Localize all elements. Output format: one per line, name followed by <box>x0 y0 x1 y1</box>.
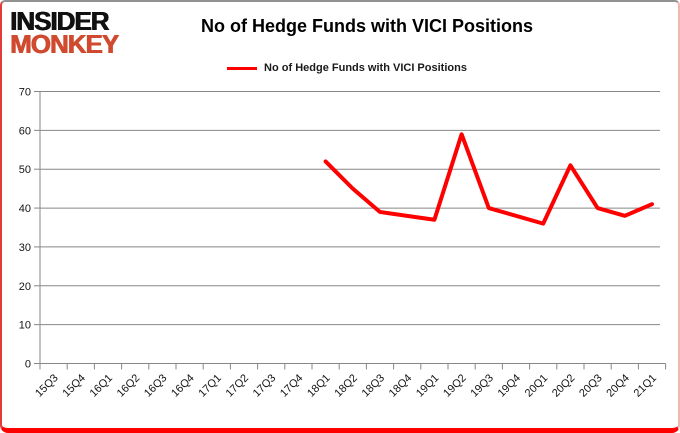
y-tick-label: 10 <box>19 320 31 332</box>
x-tick-label: 20Q4 <box>604 372 632 400</box>
x-tick-label: 15Q3 <box>33 372 61 400</box>
legend-line-swatch <box>227 66 258 70</box>
legend-label: No of Hedge Funds with VICI Positions <box>264 62 467 74</box>
x-tick-label: 19Q4 <box>496 372 524 400</box>
y-tick-label: 60 <box>19 125 31 137</box>
y-tick-label: 40 <box>19 203 31 215</box>
x-tick-label: 17Q2 <box>224 372 252 400</box>
x-tick-label: 17Q3 <box>251 372 279 400</box>
x-tick-label: 18Q2 <box>332 372 360 400</box>
logo-word-monkey: MONKEY <box>10 28 119 59</box>
x-tick-label: 16Q2 <box>115 372 143 400</box>
x-tick-label: 18Q4 <box>387 372 415 400</box>
y-tick-label: 30 <box>19 242 31 254</box>
y-tick-label: 0 <box>25 359 31 371</box>
x-tick-label: 19Q2 <box>441 372 469 400</box>
x-tick-label: 16Q4 <box>169 372 197 400</box>
x-tick-label: 19Q1 <box>414 372 442 400</box>
x-tick-label: 17Q1 <box>196 372 224 400</box>
chart-title: No of Hedge Funds with VICI Positions <box>201 16 533 36</box>
y-tick-label: 50 <box>19 164 31 176</box>
x-tick-label: 17Q4 <box>278 372 306 400</box>
logo-word-insider: INSIDER <box>10 6 109 36</box>
x-tick-label: 16Q3 <box>142 372 170 400</box>
x-tick-label: 19Q3 <box>468 372 496 400</box>
x-tick-label: 18Q1 <box>305 372 333 400</box>
y-tick-label: 70 <box>19 87 31 99</box>
x-tick-label: 15Q4 <box>60 372 88 400</box>
x-tick-label: 20Q1 <box>523 372 551 400</box>
y-tick-label: 20 <box>19 281 31 293</box>
x-tick-label: 20Q2 <box>550 372 578 400</box>
x-tick-label: 18Q3 <box>360 372 388 400</box>
chart-legend: No of Hedge Funds with VICI Positions <box>16 62 678 74</box>
x-tick-label: 20Q3 <box>577 372 605 400</box>
series-line <box>323 132 654 226</box>
x-tick-label: 21Q1 <box>632 372 660 400</box>
insider-monkey-logo: INSIDER MONKEY <box>10 6 119 59</box>
x-tick-label: 16Q1 <box>88 372 116 400</box>
